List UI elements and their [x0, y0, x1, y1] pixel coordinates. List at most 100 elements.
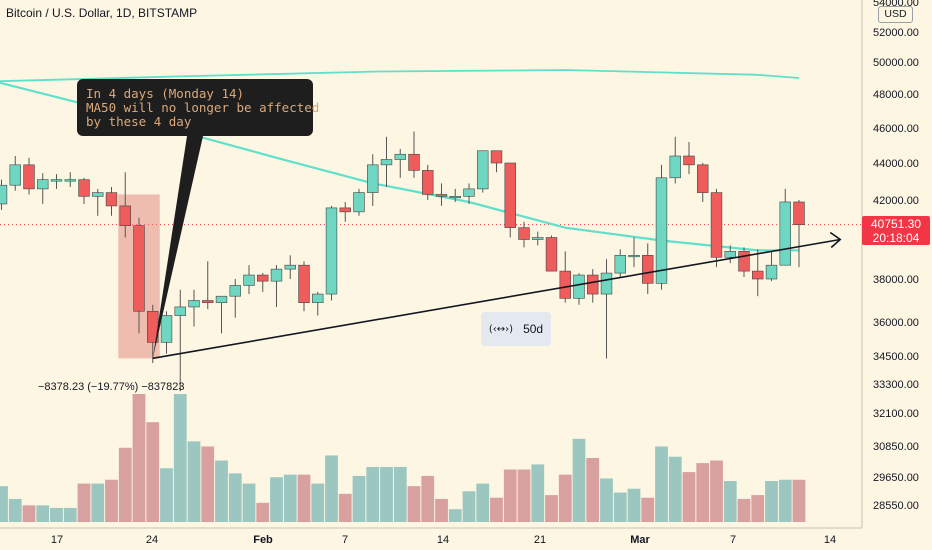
- candle-up: [229, 279, 241, 318]
- price-tick: 38000.00: [873, 274, 919, 286]
- annotation-line-1: In 4 days (Monday 14): [86, 86, 245, 101]
- candle-down: [518, 221, 530, 248]
- price-tick: 33300.00: [873, 379, 919, 391]
- candle-up: [325, 205, 338, 301]
- candle-up: [669, 136, 681, 184]
- price-tick: 48000.00: [873, 89, 919, 101]
- price-tick: 52000.00: [873, 27, 919, 39]
- annotation-line-3: by these 4 day: [86, 114, 192, 129]
- volume-bar: [572, 438, 586, 522]
- volume-bar: [407, 486, 421, 522]
- volume-bar: [503, 469, 517, 522]
- volume-bar: [558, 474, 572, 522]
- volume-bar: [435, 498, 448, 522]
- time-tick: Mar: [630, 534, 650, 546]
- volume-bar: [201, 446, 215, 522]
- candle-up: [765, 251, 778, 282]
- time-tick: 14: [437, 534, 449, 546]
- volume-bar: [641, 497, 655, 522]
- time-tick: 14: [824, 534, 836, 546]
- price-tick: 32100.00: [873, 408, 919, 420]
- volume-bar: [393, 466, 407, 522]
- candle-up: [312, 291, 324, 316]
- volume-bar: [421, 475, 435, 522]
- volume-bar: [380, 466, 393, 522]
- last-price-badge: 40751.30 20:18:04: [862, 216, 930, 245]
- volume-bar: [325, 455, 338, 522]
- volume-bar: [91, 483, 105, 522]
- candle-down: [78, 177, 90, 204]
- candle-up: [160, 311, 173, 354]
- candle-up: [243, 265, 255, 295]
- volume-bar: [22, 505, 36, 522]
- volume-bar: [105, 479, 118, 522]
- volume-bar: [490, 497, 503, 522]
- candle-up: [9, 156, 21, 191]
- last-price: 40751.30: [870, 217, 922, 231]
- volume-bar: [710, 460, 723, 522]
- volume-bar: [352, 475, 366, 522]
- candle-down: [587, 269, 599, 303]
- volume-bar: [187, 441, 201, 522]
- time-tick: Feb: [253, 534, 273, 546]
- candle-down: [752, 249, 764, 297]
- trend-arrow-head: [829, 231, 842, 249]
- volume-bar: [0, 486, 8, 522]
- candle-up: [367, 154, 379, 206]
- volume-bar: [297, 474, 311, 522]
- price-tick: 44000.00: [873, 158, 919, 170]
- volume-bar: [600, 478, 613, 522]
- candle-up: [394, 149, 406, 178]
- candle-down: [642, 243, 654, 295]
- volume-bar: [682, 472, 696, 522]
- candle-up: [628, 237, 640, 268]
- price-tick: 30850.00: [873, 441, 919, 453]
- candle-up: [724, 245, 736, 264]
- volume-bar: [517, 469, 531, 522]
- volume-bar: [627, 488, 641, 522]
- candle-up: [463, 183, 475, 204]
- volume-bar: [613, 492, 627, 522]
- candle-down: [257, 273, 269, 292]
- candle-up: [655, 164, 668, 290]
- candle-up: [50, 174, 63, 189]
- bar-countdown: 20:18:04: [872, 231, 920, 245]
- volume-bar: [723, 481, 737, 522]
- candle-down: [683, 142, 695, 175]
- date-range-measure[interactable]: (‹↔›) 50d: [481, 312, 551, 346]
- candle-down: [545, 235, 558, 272]
- candle-down: [793, 200, 805, 268]
- time-tick: 7: [342, 534, 348, 546]
- volume-bar: [132, 394, 146, 522]
- candle-down: [490, 150, 503, 173]
- candle-down: [339, 201, 351, 222]
- volume-bar: [531, 464, 545, 522]
- volume-bar: [792, 479, 806, 522]
- volume-bar: [311, 483, 325, 522]
- candle-up: [64, 172, 76, 188]
- volume-bar: [283, 474, 297, 522]
- volume-bar: [160, 468, 173, 522]
- volume-bar: [338, 493, 352, 522]
- price-tick: 46000.00: [873, 123, 919, 135]
- volume-bar: [36, 505, 50, 522]
- candle-up: [353, 188, 365, 216]
- price-tick: 29650.00: [873, 472, 919, 484]
- time-tick: 21: [534, 534, 546, 546]
- candle-up: [0, 179, 8, 210]
- annotation-callout[interactable]: In 4 days (Monday 14) MA50 will no longe…: [77, 79, 320, 136]
- volume-bar: [8, 498, 22, 522]
- long-ma-line: [0, 69, 800, 83]
- volume-bar: [242, 483, 256, 522]
- volume-bar: [737, 498, 751, 522]
- candle-down: [697, 163, 709, 202]
- annotation-line-2: MA50 will no longer be affected: [86, 100, 320, 115]
- volume-bar: [228, 473, 242, 522]
- volume-bar: [545, 495, 558, 522]
- drawings[interactable]: [152, 136, 842, 360]
- candle-down: [710, 188, 723, 268]
- currency-label[interactable]: USD: [878, 6, 913, 23]
- volume-bar: [462, 491, 476, 522]
